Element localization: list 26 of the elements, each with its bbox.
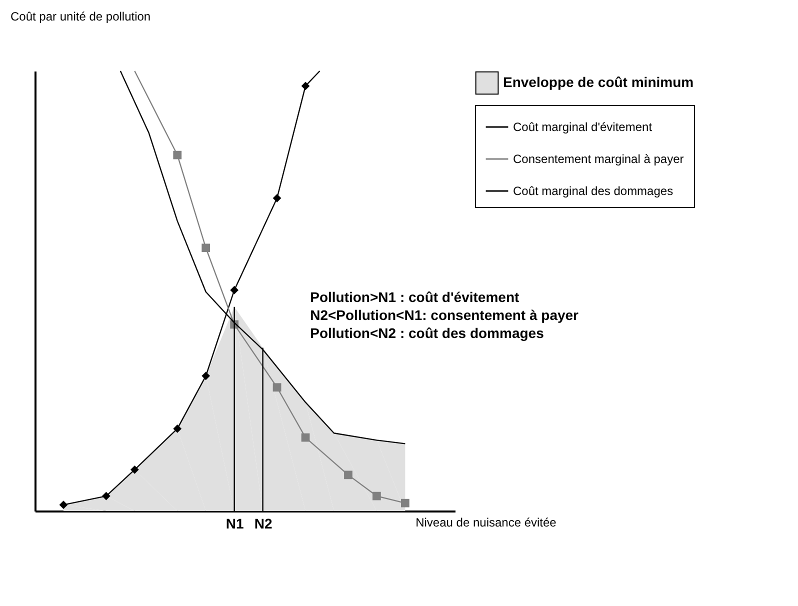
point	[272, 194, 282, 202]
point	[202, 244, 210, 252]
point	[59, 500, 68, 510]
legend-label: Coût marginal d'évitement	[513, 120, 653, 134]
point	[272, 383, 282, 392]
legend-label: Enveloppe de coût minimum	[503, 74, 694, 90]
point	[344, 470, 352, 480]
point	[230, 286, 239, 294]
annotation: N2<Pollution<N1: consentement à payer	[310, 307, 580, 323]
point	[173, 424, 182, 433]
x-tick-label: N1	[226, 516, 244, 532]
point	[400, 498, 410, 508]
point	[173, 150, 182, 160]
point	[130, 465, 139, 474]
x-tick-label: N2	[254, 516, 272, 532]
point	[372, 492, 381, 500]
point	[202, 372, 210, 380]
point	[301, 82, 310, 90]
legend-label: Consentement marginal à payer	[513, 152, 684, 166]
annotation: Pollution<N2 : coût des dommages	[310, 325, 544, 341]
y-axis-title: Coût par unité de pollution	[10, 10, 151, 24]
point	[301, 433, 310, 442]
annotation: Pollution>N1 : coût d'évitement	[310, 289, 520, 305]
x-axis-title: Niveau de nuisance évitée	[416, 516, 557, 530]
point	[102, 492, 110, 500]
legend-label: Coût marginal des dommages	[513, 184, 674, 198]
